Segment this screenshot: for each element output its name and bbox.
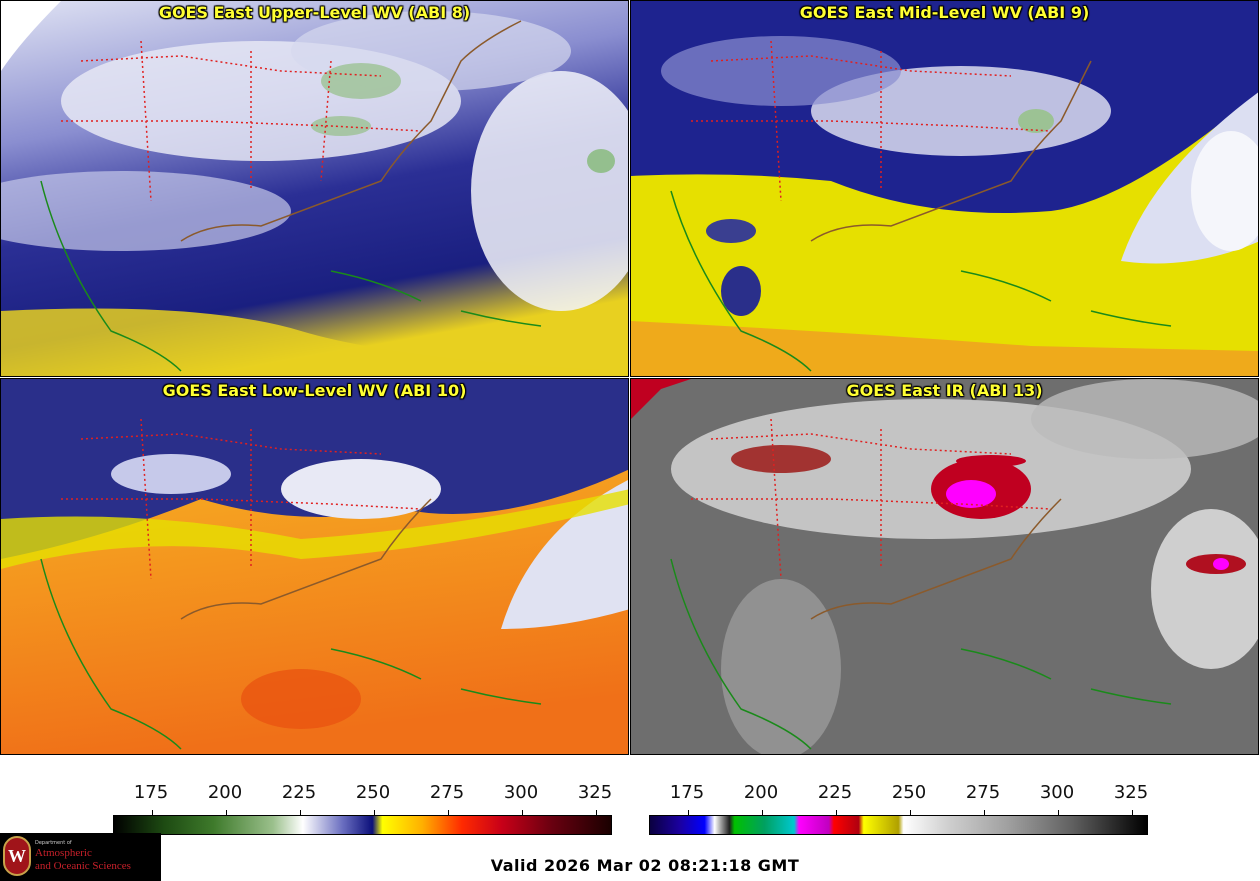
panel-upper-level-wv: GOES East Upper-Level WV (ABI 8)	[0, 0, 629, 377]
low-level-wv-image	[1, 379, 628, 754]
upper-level-wv-image	[1, 1, 628, 376]
department-logo: W Department of Atmospheric and Oceanic …	[0, 833, 161, 881]
right-tick-label: 250	[891, 782, 927, 803]
left-tick-label: 250	[355, 782, 391, 803]
right-tick-label: 175	[669, 782, 705, 803]
valid-time: Valid 2026 Mar 02 08:21:18 GMT	[490, 856, 800, 875]
panel-mid-level-wv: GOES East Mid-Level WV (ABI 9)	[630, 0, 1259, 377]
panel-title: GOES East IR (ABI 13)	[846, 381, 1043, 400]
mid-level-wv-image	[631, 1, 1258, 376]
right-tick-label: 300	[1039, 782, 1075, 803]
left-tick-label: 175	[133, 782, 169, 803]
left-tick-label: 275	[429, 782, 465, 803]
left-tick-label: 300	[503, 782, 539, 803]
panel-ir: GOES East IR (ABI 13)	[630, 378, 1259, 755]
left-tick-label: 225	[281, 782, 317, 803]
panel-title: GOES East Upper-Level WV (ABI 8)	[158, 3, 471, 22]
panel-title: GOES East Low-Level WV (ABI 10)	[162, 381, 467, 400]
wv-colorbar	[113, 810, 612, 835]
right-tick-label: 275	[965, 782, 1001, 803]
right-tick-label: 225	[817, 782, 853, 803]
left-tick-label: 325	[577, 782, 613, 803]
ir-colorbar	[649, 810, 1148, 835]
logo-name-line1: Atmospheric	[35, 847, 92, 859]
left-tick-label: 200	[207, 782, 243, 803]
university-seal-icon: W	[3, 836, 31, 876]
logo-name-line2: and Oceanic Sciences	[35, 860, 131, 872]
panel-title: GOES East Mid-Level WV (ABI 9)	[799, 3, 1090, 22]
right-tick-label: 325	[1113, 782, 1149, 803]
right-tick-label: 200	[743, 782, 779, 803]
ir-image	[631, 379, 1258, 754]
panel-low-level-wv: GOES East Low-Level WV (ABI 10)	[0, 378, 629, 755]
logo-department: Department of	[35, 840, 72, 846]
